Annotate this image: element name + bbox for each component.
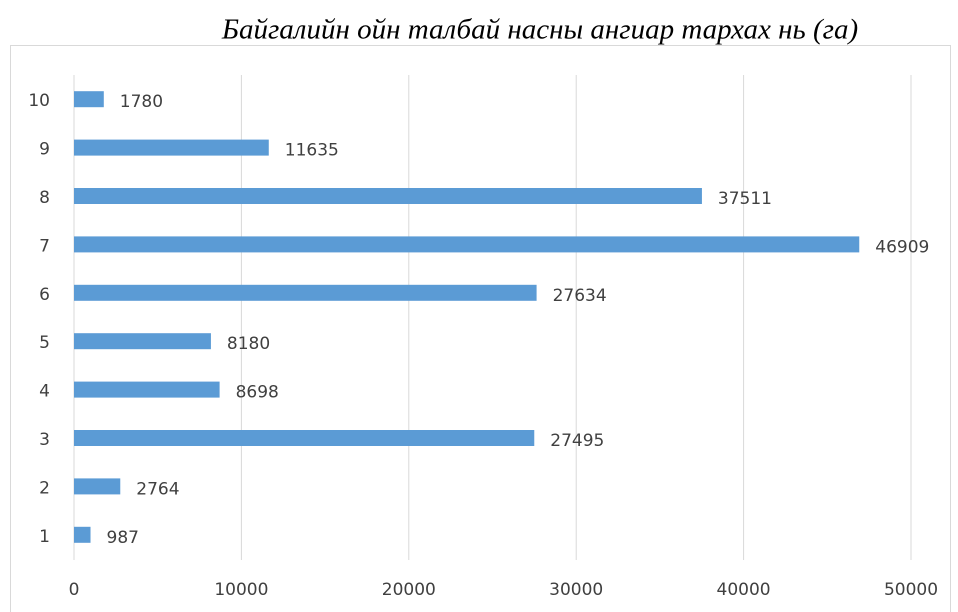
data-label: 27495	[550, 431, 604, 451]
y-tick-label: 8	[39, 188, 50, 208]
y-tick-label: 7	[39, 236, 50, 256]
bar	[74, 333, 211, 350]
y-tick-label: 5	[39, 333, 50, 353]
data-label: 987	[107, 528, 139, 548]
bar	[74, 236, 860, 253]
y-tick-label: 9	[39, 140, 50, 160]
y-tick-label: 6	[39, 285, 50, 305]
y-tick-label: 1	[39, 527, 50, 547]
bar	[74, 188, 702, 204]
chart-title: Байгалийн ойн талбай насны ангиар тархах…	[221, 14, 858, 46]
y-tick-label: 10	[28, 91, 50, 111]
x-tick-label: 10000	[214, 580, 268, 600]
data-label: 8698	[236, 383, 279, 403]
bar	[74, 139, 269, 156]
y-tick-label: 4	[39, 382, 50, 402]
x-tick-label: 30000	[549, 580, 603, 600]
y-tick-label: 3	[39, 430, 50, 450]
data-label: 2764	[136, 479, 179, 499]
data-label: 27634	[553, 286, 607, 306]
data-label: 37511	[718, 189, 772, 209]
data-label: 46909	[875, 237, 929, 257]
bar	[74, 91, 104, 108]
x-tick-label: 0	[69, 580, 80, 600]
data-label: 1780	[120, 92, 163, 112]
y-tick-label: 2	[39, 478, 50, 498]
data-label: 11635	[285, 141, 339, 161]
x-tick-label: 40000	[717, 580, 771, 600]
bar	[74, 430, 535, 446]
bar	[74, 526, 91, 543]
data-label: 8180	[227, 334, 270, 354]
chart-border	[10, 45, 951, 612]
bar	[74, 284, 537, 301]
bar	[74, 478, 121, 495]
x-tick-label: 20000	[382, 580, 436, 600]
x-tick-label: 50000	[884, 580, 938, 600]
bar	[74, 381, 220, 398]
